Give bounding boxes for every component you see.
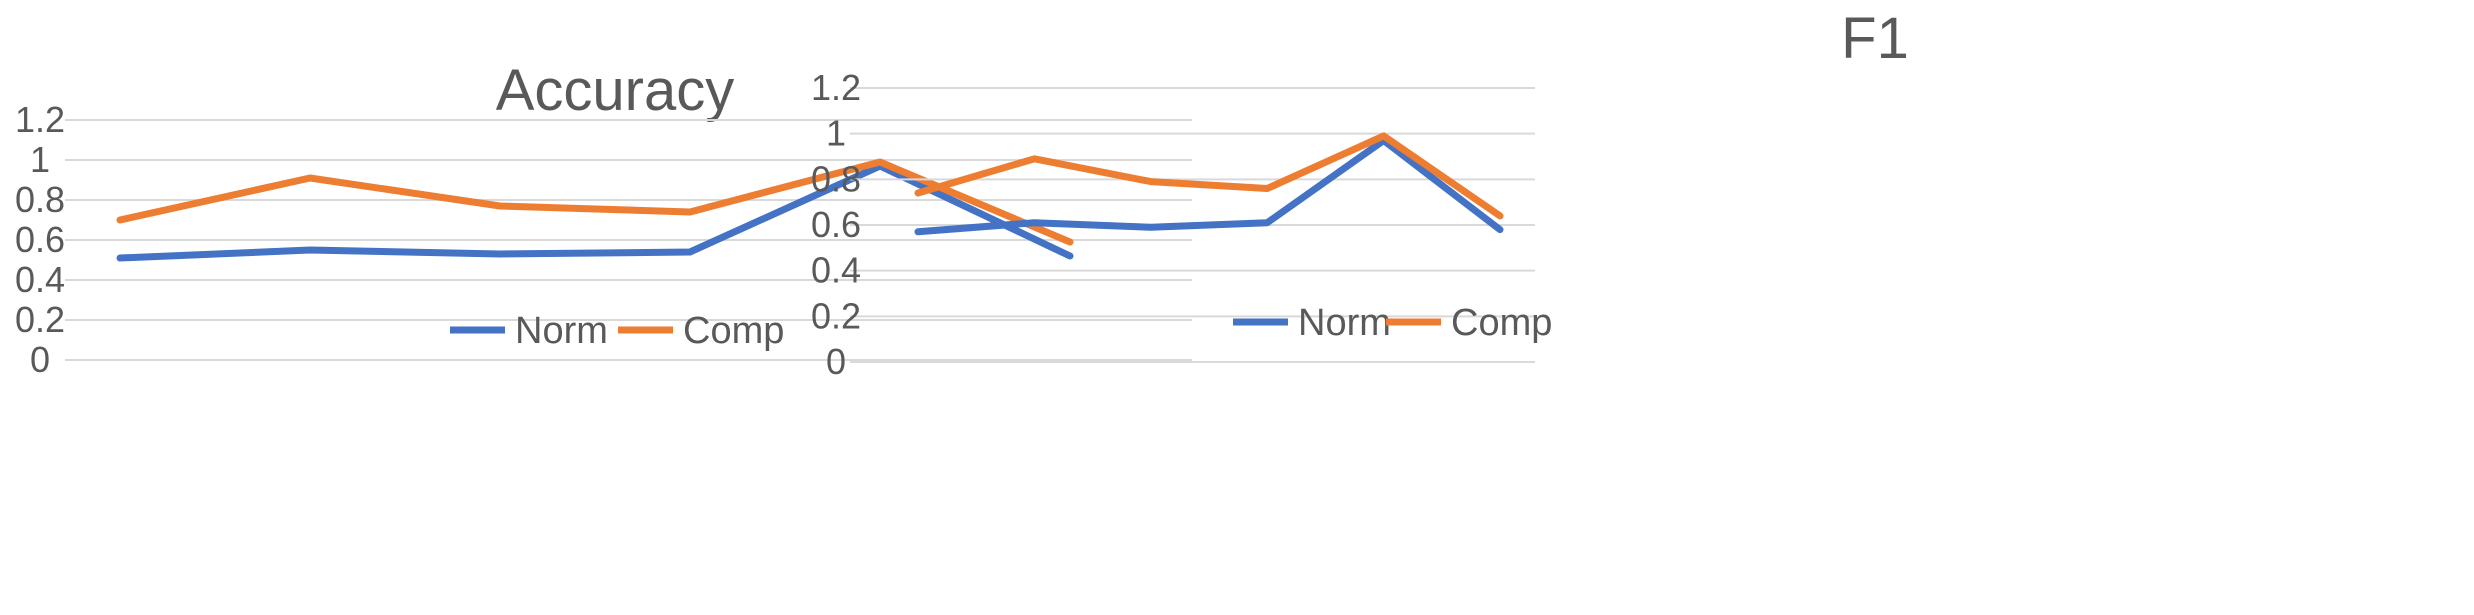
legend-label-comp: Comp	[683, 310, 784, 352]
series-line-norm	[914, 137, 1504, 236]
legend-label-norm: Norm	[1298, 302, 1391, 344]
chart-title: F1	[1841, 6, 1909, 71]
f1-chart: F1 0 0.20.4 0.6 0.81 1.2 Norm Comp	[811, 6, 1909, 382]
y-tick-label: 0	[30, 339, 50, 380]
y-tick-label: 0.2	[15, 299, 65, 340]
y-tick-label: 1	[826, 113, 846, 154]
legend-label-norm: Norm	[515, 310, 608, 352]
series-line-comp	[914, 132, 1504, 220]
y-tick-label: 1	[30, 139, 50, 180]
legend-label-comp: Comp	[1451, 302, 1552, 344]
y-tick-label: 0	[826, 341, 846, 382]
y-tick-label: 1.2	[15, 99, 65, 140]
y-tick-label: 1.2	[811, 67, 861, 108]
y-tick-label: 0.8	[811, 158, 861, 199]
y-tick-label: 0.4	[811, 250, 861, 291]
chart-title: Accuracy	[496, 58, 735, 123]
series-line-norm	[116, 162, 1074, 262]
y-tick-label: 0.4	[15, 259, 65, 300]
y-tick-label: 0.2	[811, 295, 861, 336]
y-tick-label: 0.8	[15, 179, 65, 220]
series-line-comp	[116, 158, 1074, 246]
y-tick-label: 0.6	[15, 219, 65, 260]
y-tick-label: 0.6	[811, 204, 861, 245]
